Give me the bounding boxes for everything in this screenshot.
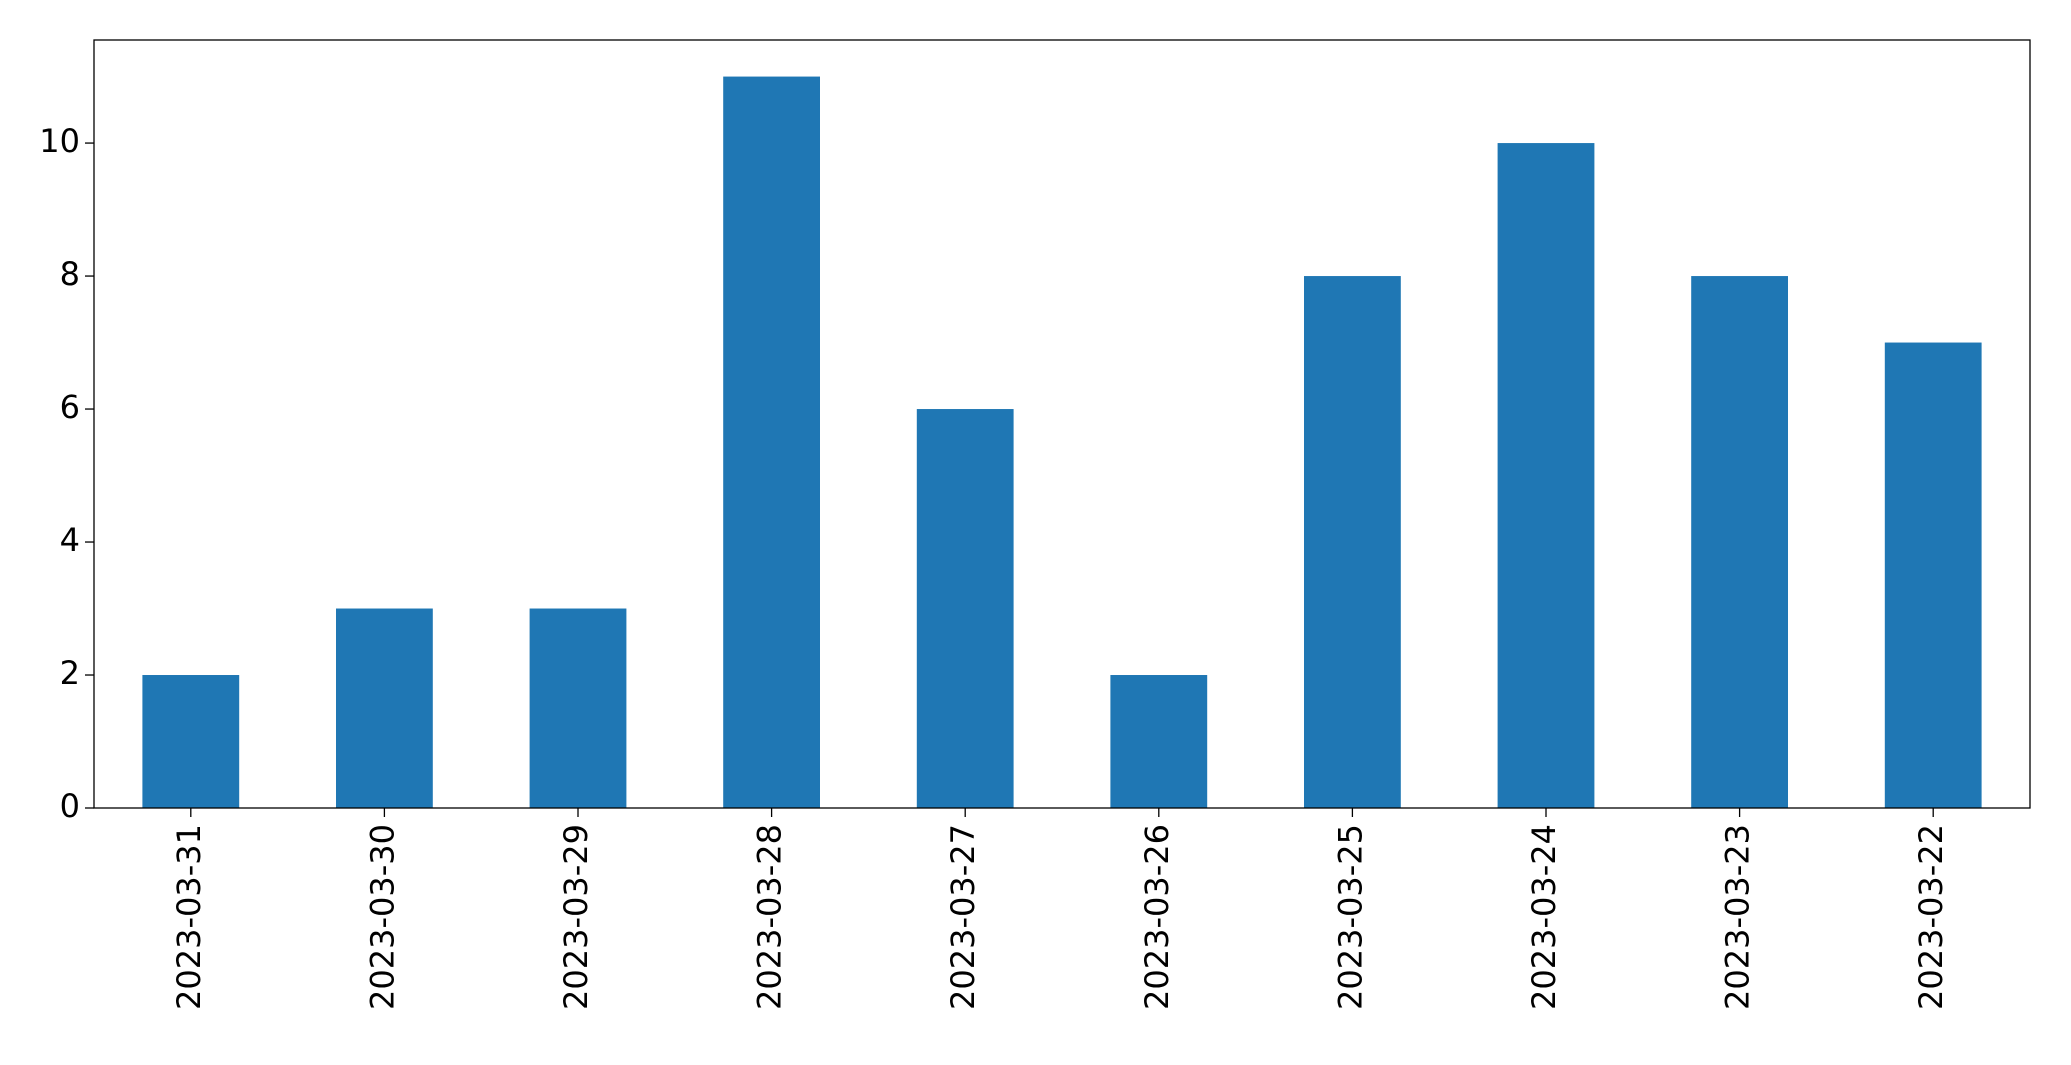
x-tick-label: 2023-03-26 [1138, 824, 1176, 1010]
x-tick-label: 2023-03-24 [1525, 824, 1563, 1010]
x-tick-label: 2023-03-30 [363, 824, 401, 1010]
x-tick-label: 2023-03-31 [170, 824, 208, 1010]
x-tick-label: 2023-03-28 [751, 824, 789, 1010]
y-tick-label: 0 [60, 787, 80, 825]
bar [1304, 276, 1401, 808]
plot-marks [142, 76, 1982, 809]
y-tick-label: 6 [60, 388, 80, 426]
bar [1110, 675, 1208, 808]
bar [336, 608, 433, 808]
y-tick-label: 2 [60, 654, 80, 692]
x-tick-label: 2023-03-22 [1912, 824, 1950, 1010]
bar [1497, 143, 1595, 808]
bar [916, 409, 1014, 808]
y-tick-label: 10 [39, 122, 80, 160]
x-tick-label: 2023-03-25 [1331, 824, 1369, 1010]
x-tick-label: 2023-03-23 [1719, 824, 1757, 1010]
x-tick-label: 2023-03-29 [557, 824, 595, 1010]
y-tick-label: 8 [60, 255, 80, 293]
bar [1884, 342, 1982, 808]
bar [529, 608, 627, 808]
bar [1691, 276, 1788, 808]
bar [142, 675, 240, 808]
x-tick-label: 2023-03-27 [944, 824, 982, 1010]
y-tick-label: 4 [60, 521, 80, 559]
bar [723, 76, 820, 809]
plot-frame [93, 39, 2031, 809]
